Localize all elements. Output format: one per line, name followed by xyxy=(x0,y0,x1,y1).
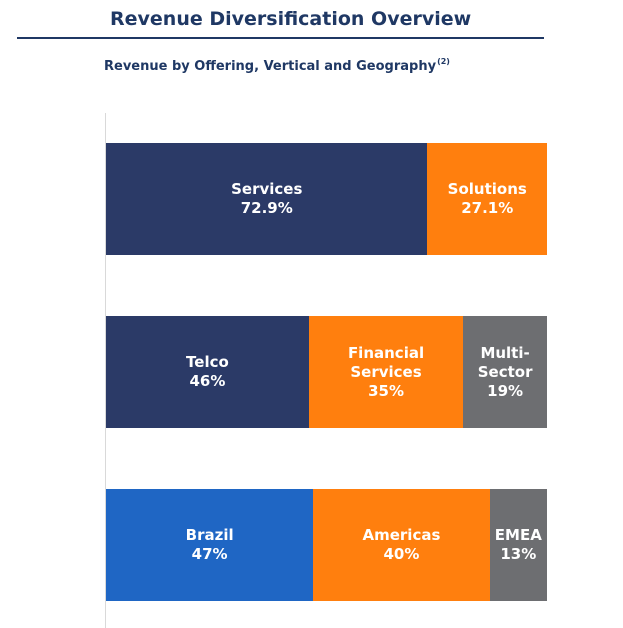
title-divider xyxy=(17,37,544,39)
chart-subtitle: Revenue by Offering, Vertical and Geogra… xyxy=(104,57,450,74)
segment-value-label: 19% xyxy=(487,381,524,400)
bar-segment-services: Services 72.9% xyxy=(106,143,428,255)
bar-row-3: Brazil 47% Americas 40% EMEA 13% xyxy=(106,489,547,601)
segment-value-label: 27.1% xyxy=(461,199,514,217)
bar-segment-solutions: Solutions 27.1% xyxy=(427,143,547,255)
segment-value-label: 46% xyxy=(189,372,226,390)
footnote-reference: (2) xyxy=(437,57,450,66)
chart-subtitle-text: Revenue by Offering, Vertical and Geogra… xyxy=(104,59,437,74)
bar-segment-emea: EMEA 13% xyxy=(489,489,547,601)
segment-label: EMEA xyxy=(494,526,542,544)
segment-value-label: 47% xyxy=(191,545,228,563)
segment-label: Multi- Sector xyxy=(477,343,533,381)
segment-value-label: 13% xyxy=(500,545,537,563)
bar-segment-multi--sector: Multi- Sector 19% xyxy=(463,316,547,428)
bar-segment-telco: Telco 46% xyxy=(106,316,309,428)
page-title: Revenue Diversification Overview xyxy=(110,8,472,30)
bar-segment-brazil: Brazil 47% xyxy=(106,489,314,601)
segment-value-label: 40% xyxy=(383,545,420,563)
segment-label: Services xyxy=(231,180,303,198)
bar-row-1: Services 72.9% Solutions 27.1% xyxy=(106,143,547,255)
bar-segment-financial-services: Financial Services 35% xyxy=(308,316,464,428)
chart-axis-line xyxy=(105,113,106,628)
segment-label: Financial Services xyxy=(347,343,425,381)
bar-segment-americas: Americas 40% xyxy=(313,489,490,601)
segment-label: Telco xyxy=(186,353,229,371)
segment-value-label: 35% xyxy=(368,381,404,400)
segment-label: Americas xyxy=(362,526,441,544)
bar-row-2: Telco 46% Financial Services 35% Multi- Sect… xyxy=(106,316,547,428)
segment-label: Solutions xyxy=(447,180,527,198)
segment-label: Brazil xyxy=(185,526,234,544)
segment-value-label: 72.9% xyxy=(240,199,293,217)
